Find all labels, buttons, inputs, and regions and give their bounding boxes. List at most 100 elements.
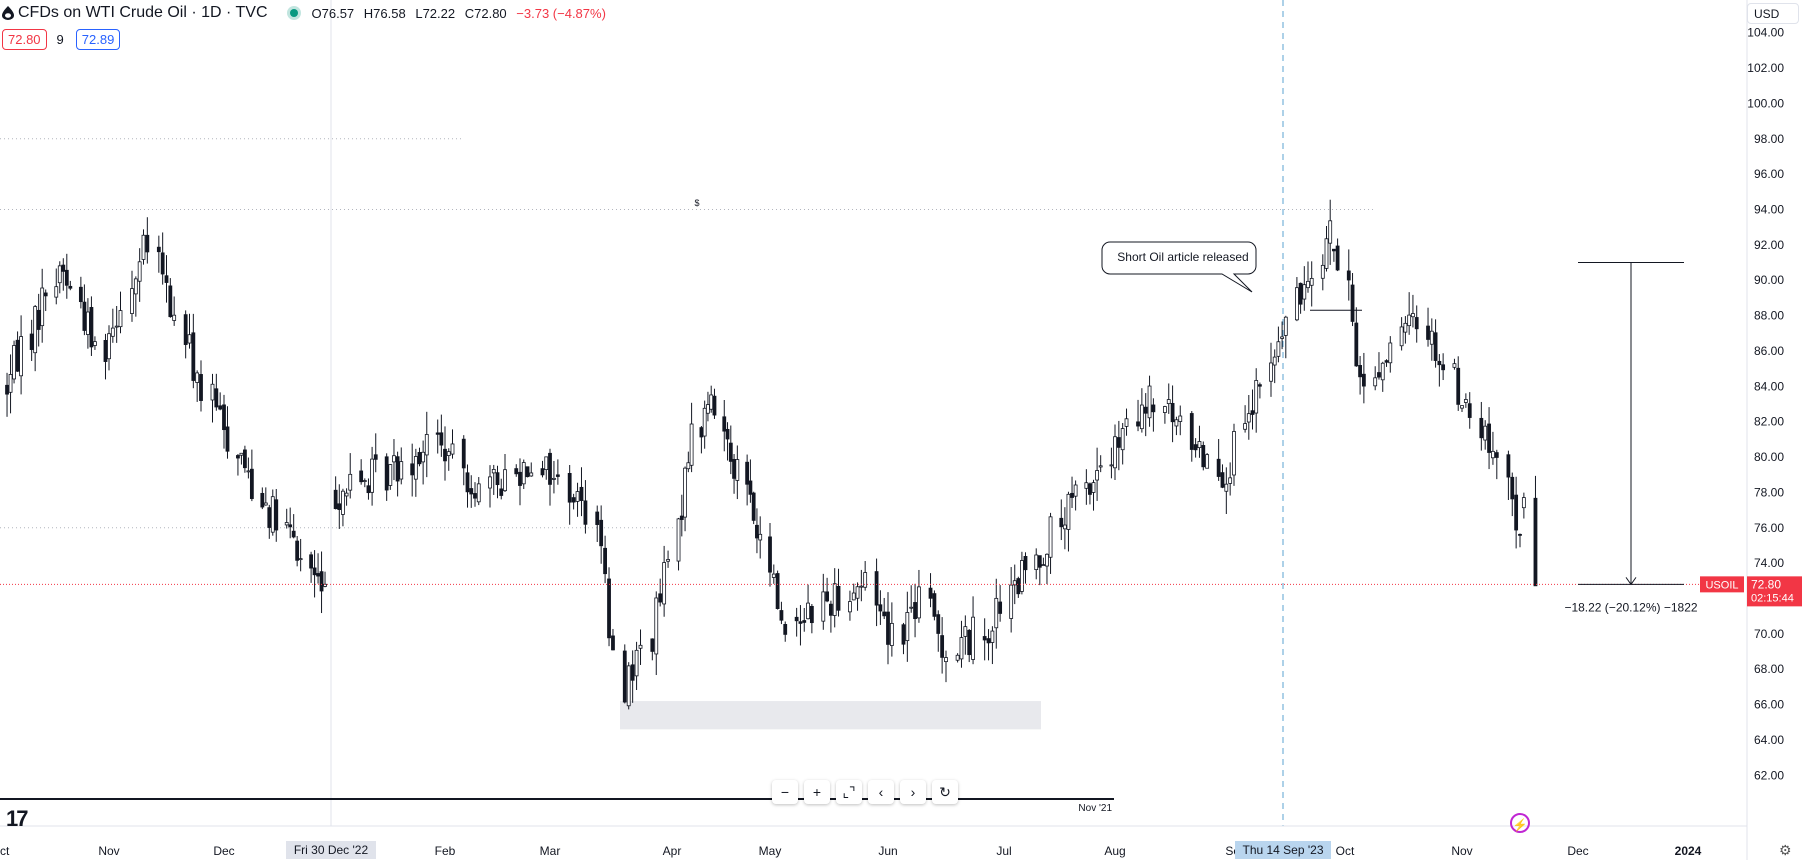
tradingview-logo[interactable]: 17 — [6, 806, 29, 831]
candle — [267, 504, 272, 539]
candle — [712, 388, 717, 419]
candle — [1452, 358, 1457, 370]
scroll-left-button[interactable]: ‹ — [868, 780, 894, 804]
candle — [12, 340, 16, 384]
reset-chart-button[interactable]: ↻ — [932, 780, 958, 804]
candle — [323, 571, 327, 588]
candle — [93, 336, 97, 350]
candle — [366, 478, 371, 500]
currency-button[interactable]: USD — [1747, 3, 1799, 24]
candle — [1070, 476, 1074, 508]
zoom-out-button[interactable]: − — [772, 780, 798, 804]
candle — [683, 466, 687, 532]
candle — [413, 448, 418, 497]
candle — [57, 261, 62, 294]
candle — [410, 443, 415, 497]
candle — [298, 538, 303, 572]
change-value: −3.73 (−4.87%) — [516, 5, 606, 21]
candle — [802, 607, 807, 632]
ohlc-values: O76.57 H76.58 L72.22 C72.80 −3.73 (−4.87… — [312, 6, 612, 21]
candle — [1059, 499, 1064, 541]
lightning-icon[interactable]: ⚡ — [1510, 813, 1530, 833]
candle — [114, 305, 119, 343]
candle — [1147, 375, 1152, 427]
candle — [1388, 336, 1393, 373]
candle — [702, 400, 707, 449]
high-value: H76.58 — [363, 5, 406, 21]
candle — [1120, 422, 1125, 465]
crosshair-date-box — [1235, 841, 1331, 859]
candle — [595, 505, 600, 542]
candle — [29, 319, 34, 361]
zoom-in-button[interactable]: + — [804, 780, 830, 804]
symbol-logo-icon — [2, 6, 14, 20]
open-value: O76.57 — [311, 5, 355, 21]
candle — [344, 488, 349, 506]
candle — [855, 582, 860, 611]
candle — [19, 315, 23, 395]
annotation-text: Short Oil article released — [1117, 250, 1248, 264]
reset-scale-button[interactable]: ⌞⌝ — [836, 780, 862, 804]
price-tick-label: 96.00 — [1754, 167, 1784, 181]
candle — [246, 457, 251, 479]
candle — [263, 487, 268, 506]
candle — [476, 477, 481, 506]
candle — [913, 583, 917, 638]
candle — [552, 460, 556, 494]
chart-header: CFDs on WTI Crude Oil · 1D · TVC O76.57 … — [0, 0, 612, 26]
candle — [1399, 317, 1404, 351]
candle — [450, 429, 455, 459]
candle — [1034, 548, 1039, 580]
sell-button[interactable]: 72.80 — [2, 29, 47, 50]
candle — [260, 487, 265, 510]
candle — [359, 459, 364, 485]
price-tick-label: 94.00 — [1754, 203, 1784, 217]
time-tick-label: 2024 — [1675, 844, 1702, 858]
candle — [1309, 261, 1314, 307]
candle — [889, 602, 894, 657]
candle — [1429, 318, 1434, 361]
symbol-title[interactable]: CFDs on WTI Crude Oil · 1D · TVC — [18, 4, 268, 21]
candle — [1073, 480, 1078, 511]
candle — [1521, 492, 1526, 519]
candle — [555, 459, 560, 485]
candle — [222, 394, 226, 449]
time-tick-label: Nov — [1451, 844, 1472, 858]
candle — [274, 488, 279, 542]
candle — [348, 453, 353, 499]
candle — [630, 650, 635, 703]
candle — [164, 255, 169, 303]
candle — [579, 467, 584, 517]
candle — [499, 478, 504, 500]
scroll-right-button[interactable]: › — [900, 780, 926, 804]
candle — [607, 567, 611, 647]
candle — [1510, 472, 1515, 517]
low-value: L72.22 — [415, 5, 456, 21]
candle — [1518, 533, 1522, 548]
candle — [187, 313, 192, 349]
candle — [882, 597, 887, 620]
candle — [666, 550, 670, 568]
candle — [806, 584, 810, 620]
candle — [722, 399, 727, 452]
candle — [1109, 447, 1114, 479]
candle — [491, 464, 496, 495]
candle — [110, 308, 115, 343]
candle — [195, 370, 200, 402]
gear-icon[interactable]: ⚙ — [1779, 842, 1792, 858]
candle — [1232, 423, 1236, 486]
candle — [622, 644, 627, 704]
candle — [1023, 552, 1028, 584]
candle — [145, 217, 150, 264]
buy-button[interactable]: 72.89 — [75, 29, 121, 50]
candle — [848, 590, 852, 621]
candle — [1170, 385, 1175, 443]
candle — [118, 291, 123, 334]
price-tick-label: 102.00 — [1747, 61, 1784, 75]
candle — [679, 494, 684, 537]
candle — [239, 452, 244, 465]
candle — [373, 433, 378, 473]
